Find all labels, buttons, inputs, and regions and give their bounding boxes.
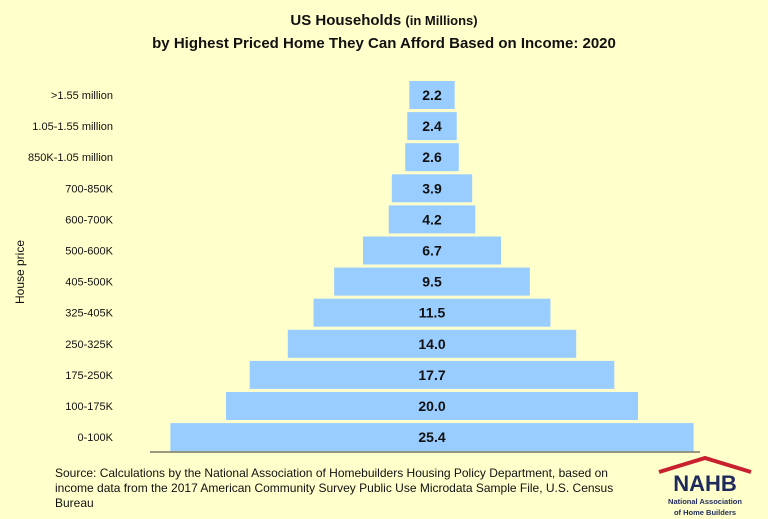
category-label: 405-500K: [65, 277, 113, 289]
category-label: 325-405K: [65, 308, 113, 320]
y-axis-label: House price: [13, 240, 27, 304]
bar: [409, 81, 455, 109]
title-suffix: (in Millions): [405, 13, 478, 28]
category-label: 250-325K: [65, 339, 113, 351]
bar: [388, 205, 476, 234]
nahb-logo: NAHB National Association of Home Builde…: [655, 455, 755, 519]
chart-subtitle: by Highest Priced Home They Can Afford B…: [152, 35, 616, 52]
bar: [405, 143, 459, 172]
data-label: 4.2: [422, 211, 442, 227]
category-label: 850K-1.05 million: [28, 152, 113, 164]
nahb-logo-graphic: NAHB National Association of Home Builde…: [658, 455, 752, 517]
bar: [249, 360, 615, 389]
category-label: 100-175K: [65, 401, 113, 413]
source-note: Source: Calculations by the National Ass…: [55, 466, 614, 510]
title-main: US Households: [290, 12, 402, 29]
data-label: 3.9: [422, 180, 442, 196]
svg-text:of Home Builders: of Home Builders: [674, 508, 736, 517]
data-label: 17.7: [418, 367, 445, 383]
data-label: 6.7: [422, 243, 442, 259]
category-label: 1.05-1.55 million: [32, 121, 113, 133]
category-label: 0-100K: [78, 432, 114, 444]
category-label: 175-250K: [65, 370, 113, 382]
svg-text:NAHB: NAHB: [673, 471, 737, 496]
svg-text:National Association: National Association: [668, 497, 742, 506]
category-label: 500-600K: [65, 246, 113, 258]
bar: [170, 423, 694, 452]
data-label: 9.5: [422, 274, 442, 290]
category-label: >1.55 million: [51, 90, 113, 102]
category-label: 700-850K: [65, 183, 113, 195]
data-label: 2.4: [422, 118, 442, 134]
bar: [313, 298, 551, 327]
bar: [362, 236, 502, 265]
data-label: 2.6: [422, 149, 442, 165]
bar: [391, 174, 473, 203]
data-label: 2.2: [422, 87, 442, 103]
data-label: 20.0: [418, 398, 445, 414]
data-label: 14.0: [418, 336, 445, 352]
data-label: 25.4: [418, 429, 445, 445]
bar: [334, 267, 530, 296]
data-label: 11.5: [419, 305, 446, 321]
chart-title: US Households (in Millions): [0, 12, 768, 30]
category-label: 600-700K: [65, 214, 113, 226]
bar: [226, 392, 638, 420]
bar: [407, 112, 457, 141]
bar: [287, 329, 577, 358]
